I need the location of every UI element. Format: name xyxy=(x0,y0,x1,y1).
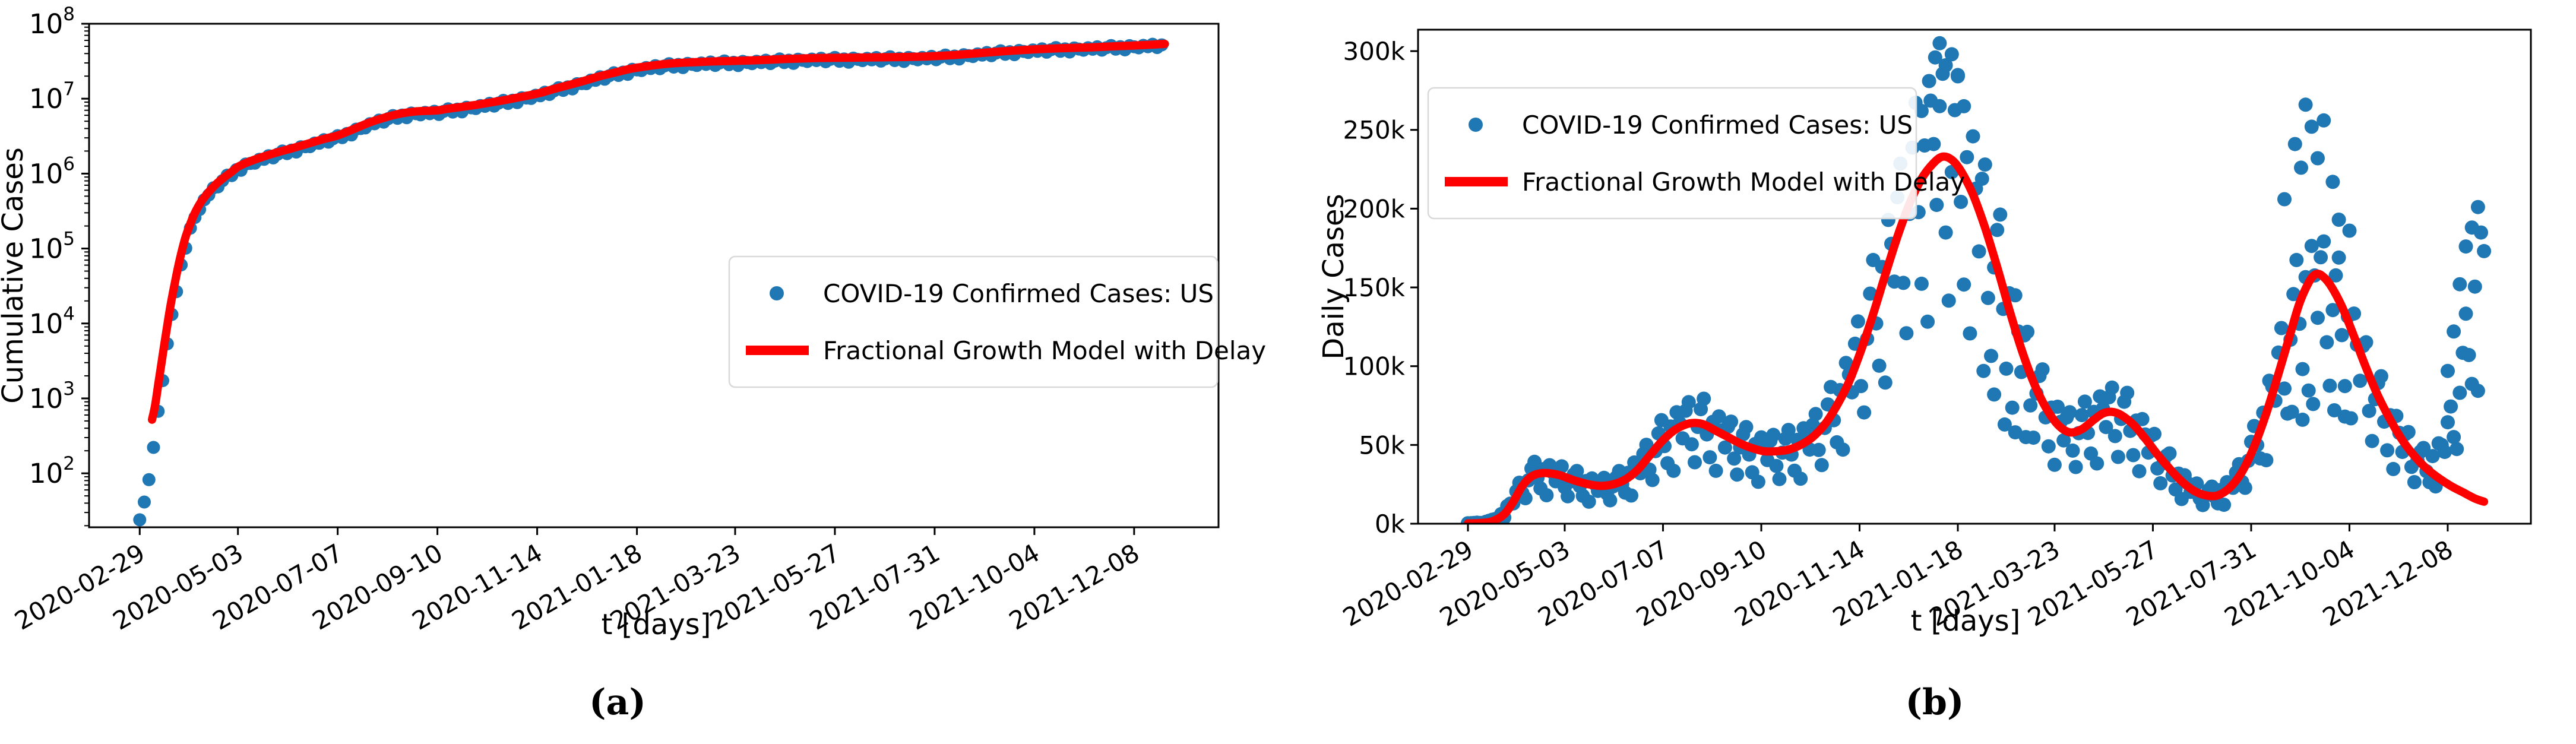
legend-dot-marker xyxy=(1469,118,1483,132)
legend-label: COVID-19 Confirmed Cases: US xyxy=(1522,110,1913,140)
y-tick-label: 103 xyxy=(29,378,75,414)
y-axis-label: Daily Cases xyxy=(1317,194,1350,359)
caption-panel-a: (a) xyxy=(589,682,646,723)
x-axis-label: t [days] xyxy=(602,608,711,641)
panel-a-cumulative-cases-chart: 2020-02-292020-05-032020-07-072020-09-10… xyxy=(0,4,1266,641)
x-axis-ticks: 2020-02-292020-05-032020-07-072020-09-10… xyxy=(1338,524,2458,632)
plot-area xyxy=(133,37,1169,527)
axes-frame xyxy=(1417,29,2532,525)
legend-box xyxy=(728,255,1219,388)
y-tick-label: 300k xyxy=(1343,37,1406,66)
y-axis-ticks: 102 103 104 105 106 107 108 xyxy=(29,4,89,527)
y-tick-label: 102 xyxy=(29,453,75,489)
panel-b-daily-cases-chart: 2020-02-292020-05-032020-07-072020-09-10… xyxy=(1317,29,2532,638)
legend-label: COVID-19 Confirmed Cases: US xyxy=(823,279,1214,308)
y-tick-label: 100k xyxy=(1343,352,1406,381)
y-tick-label: 104 xyxy=(29,303,75,340)
y-tick-label: 108 xyxy=(29,4,75,40)
y-axis-label: Cumulative Cases xyxy=(0,147,30,404)
model-line-fractional-growth xyxy=(148,40,1169,424)
legend: COVID-19 Confirmed Cases: US Fractional G… xyxy=(1427,87,1965,220)
y-tick-label: 200k xyxy=(1343,194,1406,223)
x-axis-label: t [days] xyxy=(1911,604,2021,638)
y-axis-ticks: 0k 50k 100k 150k 200k 250k 300k xyxy=(1343,37,1418,539)
y-tick-label: 107 xyxy=(29,78,75,115)
axes-frame xyxy=(88,23,1220,528)
legend: COVID-19 Confirmed Cases: US Fractional G… xyxy=(728,255,1266,388)
model-line-fractional-growth xyxy=(1464,152,2489,524)
legend-label: Fractional Growth Model with Delay xyxy=(1522,167,1965,197)
legend-dot-marker xyxy=(770,286,784,300)
legend-label: Fractional Growth Model with Delay xyxy=(823,336,1266,365)
y-tick-label: 150k xyxy=(1343,273,1406,302)
plot-area xyxy=(1461,36,2492,524)
y-tick-label: 0k xyxy=(1375,509,1406,539)
legend-box xyxy=(1427,87,1917,220)
caption-panel-b: (b) xyxy=(1905,682,1964,723)
x-axis-ticks: 2020-02-292020-05-032020-07-072020-09-10… xyxy=(10,527,1144,636)
y-tick-label: 105 xyxy=(29,229,75,265)
y-tick-label: 106 xyxy=(29,153,75,189)
y-tick-label: 250k xyxy=(1343,116,1406,145)
y-tick-label: 50k xyxy=(1359,430,1405,460)
